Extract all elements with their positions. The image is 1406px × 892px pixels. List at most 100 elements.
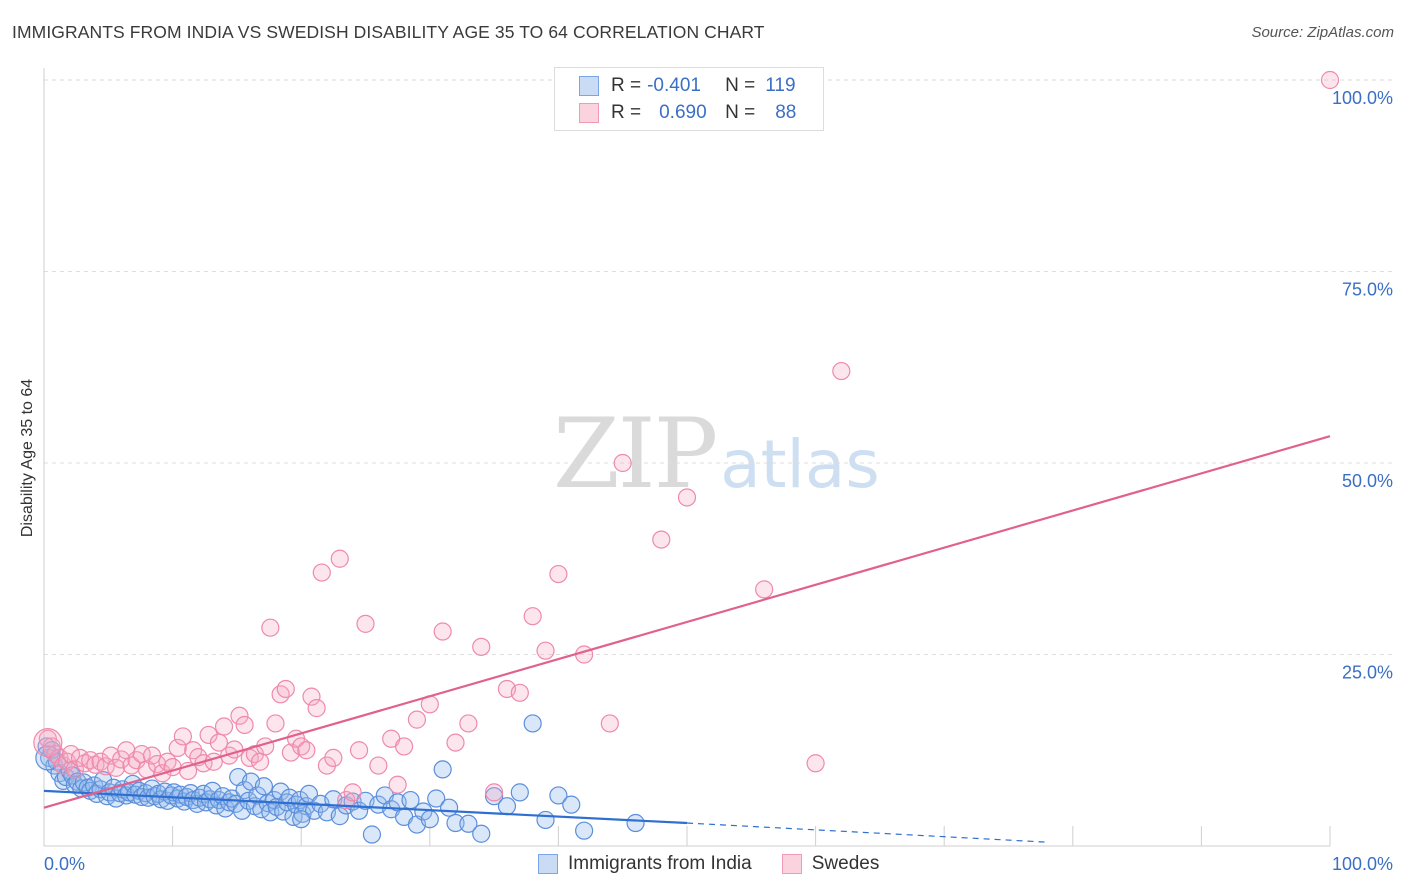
data-point [292,810,311,829]
data-point [173,727,192,746]
data-point [261,618,280,637]
data-point [439,798,459,817]
legend-row-swedes: R = 0.690 N = 88 [579,100,796,126]
data-point [472,824,491,843]
data-point [652,530,671,549]
legend-swatch-swedes [579,103,599,123]
legend-swatch-india [579,76,599,96]
data-point [349,741,369,760]
series-swatch-india [538,854,558,874]
data-point [204,752,223,771]
data-point [122,756,141,775]
data-point [459,814,478,833]
data-point [677,488,697,507]
data-point [536,810,555,830]
y-tick-label: 25.0% [1342,663,1393,683]
data-point [626,813,645,833]
data-point [330,549,349,568]
trend-line-india-extension [686,822,1048,843]
data-point [613,453,632,473]
series-legend: Immigrants from India Swedes [538,852,909,876]
data-point [61,744,81,764]
data-point [600,714,619,733]
data-point [388,775,407,794]
axes [43,68,1331,847]
data-point [343,783,362,802]
trend-lines [43,435,1331,843]
series-name-india: Immigrants from India [568,853,752,874]
legend-n-value: 119 [765,75,796,96]
data-point [33,727,63,758]
source-label: Source: ZipAtlas.com [1251,24,1394,41]
data-point [214,717,234,736]
data-point [281,743,301,762]
data-point [472,637,491,656]
data-point [330,807,349,826]
data-point [112,750,131,769]
data-point [271,782,290,801]
data-point [433,760,452,779]
series-legend-swedes[interactable]: Swedes [781,853,880,875]
data-point [356,614,375,633]
x-tick-label: 0.0% [44,854,85,874]
y-axis-label: Disability Age 35 to 64 [19,378,36,538]
trend-line-swedes [43,435,1331,809]
data-point [549,564,568,584]
series-swatch-swedes [781,854,802,874]
data-point [65,760,84,779]
y-tick-label: 100.0% [1332,88,1393,108]
data-point [510,783,529,802]
data-point [297,741,316,760]
legend-r-value: -0.401 [647,75,701,96]
data-point [266,714,285,733]
data-point [369,756,388,775]
data-point [523,607,542,626]
data-point [248,786,267,805]
data-point [271,685,290,704]
data-point [806,754,825,773]
chart-title: IMMIGRANTS FROM INDIA VS SWEDISH DISABIL… [12,22,765,42]
data-point [254,777,274,796]
data-point [302,687,321,706]
tick-labels: 25.0% 50.0% 75.0% 100.0% 0.0% 100.0% [44,88,1393,874]
data-point [209,733,228,752]
data-point [755,580,774,599]
data-point [324,748,343,768]
y-tick-label: 50.0% [1342,471,1393,491]
trend-line-india [43,789,688,825]
legend-r-label: R = [611,75,642,96]
data-point [1320,70,1340,90]
legend-r-value: 0.690 [659,102,707,123]
data-point [433,622,452,641]
data-point [485,783,504,802]
data-point [446,813,465,833]
data-point [510,683,529,702]
data-point [250,752,270,771]
data-point [362,825,382,844]
data-point [312,563,331,582]
series-swedes-points [33,70,1340,810]
legend-n-label: N = [725,75,756,96]
series-name-swedes: Swedes [811,853,880,874]
data-point [168,738,187,758]
data-point [832,361,851,381]
data-point [485,787,504,806]
series-india-points [35,714,645,844]
data-point [562,795,581,814]
data-point [230,706,249,725]
data-point [235,715,254,735]
data-point [446,733,465,752]
grid-lines [44,79,1392,655]
data-point [575,821,594,840]
data-point [158,752,177,771]
data-point [427,789,446,808]
data-point [497,797,517,816]
data-point [549,786,568,805]
y-tick-label: 75.0% [1342,280,1393,300]
data-point [307,699,326,718]
data-point [199,725,218,745]
legend-r-label: R = [611,102,642,123]
x-tick-label: 100.0% [1332,854,1393,874]
series-legend-india[interactable]: Immigrants from India [538,853,752,875]
